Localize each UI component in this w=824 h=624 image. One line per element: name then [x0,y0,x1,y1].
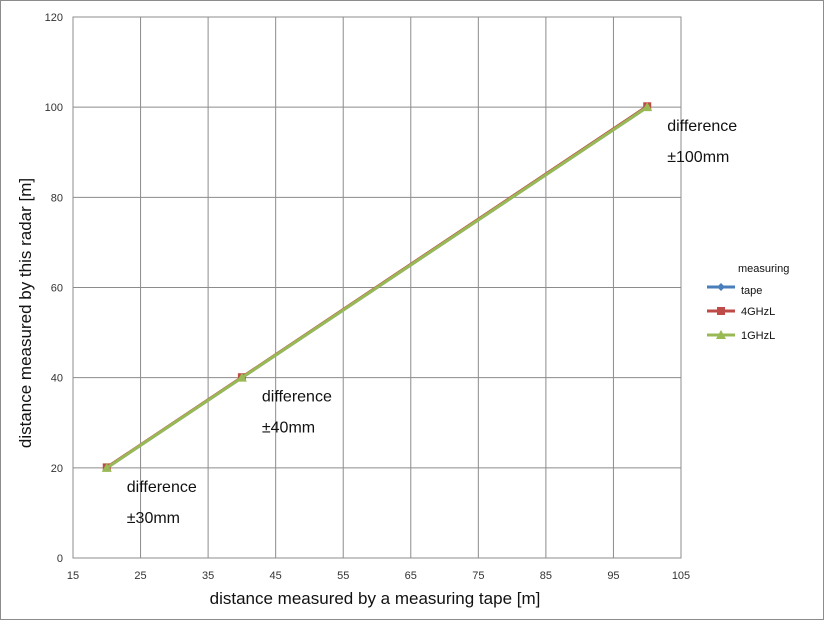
x-tick-label: 45 [270,570,282,582]
annotations: difference±30mmdifference±40mmdifference… [127,118,738,527]
legend-label: 4GHzL [741,306,775,318]
legend-label: measuring [738,263,789,275]
data-point-1ghzl [236,372,247,382]
y-tick-label: 120 [45,12,63,24]
legend-item-4ghzl: 4GHzL [707,306,775,318]
legend-swatch-marker [717,307,725,315]
y-tick-label: 100 [45,102,63,114]
x-axis-title: distance measured by a measuring tape [m… [210,589,541,608]
annotation-value: ±40mm [262,420,315,437]
y-tick-labels: 0 20 40 60 80 100 120 [45,12,63,565]
x-tick-label: 95 [607,570,619,582]
annotation: difference ±30mm [127,479,197,527]
data-point-1ghzl [642,102,653,112]
annotation: difference ±40mm [262,389,332,437]
legend-item-1ghzl: 1GHzL [707,330,775,342]
annotation-label: difference [127,479,197,496]
plot-area-border [72,16,682,559]
y-tick-label: 20 [51,463,63,475]
legend-item-measuring-tape: measuring tape [707,263,789,297]
x-tick-label: 75 [472,570,484,582]
legend: measuring tape 4GHzL 1GHzL [707,263,789,342]
legend-swatch-marker [716,330,726,339]
x-tick-label: 65 [405,570,417,582]
x-tick-label: 35 [202,570,214,582]
series-group [101,102,653,472]
y-tick-label: 0 [57,553,63,565]
annotation: difference ±100mm [667,118,737,166]
annotation-label: difference [667,118,737,135]
y-tick-label: 80 [51,192,63,204]
annotation-label: difference [262,389,332,406]
y-tick-label: 40 [51,373,63,385]
x-tick-label: 105 [672,570,690,582]
x-tick-label: 15 [67,570,79,582]
series-1ghzl [101,102,653,472]
y-axis-title: distance measured by this radar [m] [16,178,35,448]
annotation-value: ±100mm [667,149,729,166]
x-tick-label: 85 [540,570,552,582]
legend-label: 1GHzL [741,330,775,342]
annotation-value: ±30mm [127,510,180,527]
x-tick-label: 25 [134,570,146,582]
legend-swatch-marker [717,283,725,291]
x-tick-label: 55 [337,570,349,582]
y-tick-label: 60 [51,283,63,295]
data-point-1ghzl [101,462,112,472]
x-tick-labels: 15 25 35 45 55 65 75 85 95 105 [67,570,690,582]
legend-label: tape [741,285,762,297]
